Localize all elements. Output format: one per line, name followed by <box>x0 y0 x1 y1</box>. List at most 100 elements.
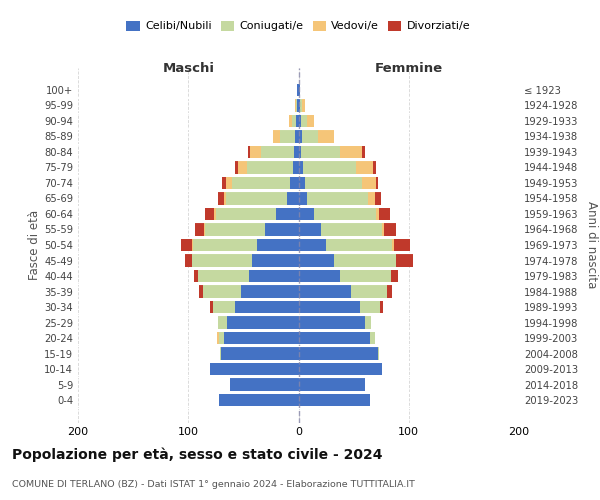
Bar <box>365 316 371 329</box>
Bar <box>235 300 299 314</box>
Bar <box>194 270 198 282</box>
Bar <box>238 161 247 174</box>
Legend: Celibi/Nubili, Coniugati/e, Vedovi/e, Divorziati/e: Celibi/Nubili, Coniugati/e, Vedovi/e, Di… <box>122 16 475 36</box>
Bar <box>299 378 365 391</box>
Bar <box>302 130 319 143</box>
Bar <box>248 146 250 158</box>
Bar <box>298 99 299 112</box>
Bar <box>295 99 296 112</box>
Bar <box>249 270 299 282</box>
Bar <box>290 176 299 190</box>
Bar <box>391 270 398 282</box>
Bar <box>334 254 395 267</box>
Bar <box>181 238 191 252</box>
Bar <box>340 146 362 158</box>
Bar <box>210 300 212 314</box>
Bar <box>219 332 224 344</box>
Bar <box>211 362 299 376</box>
Bar <box>394 238 410 252</box>
Text: Popolazione per età, sesso e stato civile - 2024: Popolazione per età, sesso e stato civil… <box>12 448 383 462</box>
Bar <box>376 208 379 220</box>
Bar <box>295 130 299 143</box>
Bar <box>373 161 376 174</box>
Bar <box>299 316 365 329</box>
Bar <box>299 347 378 360</box>
Bar <box>273 130 280 143</box>
Bar <box>299 176 305 190</box>
Bar <box>395 254 413 267</box>
Bar <box>232 176 290 190</box>
Bar <box>298 84 299 96</box>
Bar <box>379 208 390 220</box>
Bar <box>299 300 360 314</box>
Bar <box>218 192 224 205</box>
Bar <box>362 176 376 190</box>
Bar <box>360 300 380 314</box>
Bar <box>299 223 320 236</box>
Bar <box>296 99 298 112</box>
Bar <box>374 192 381 205</box>
Bar <box>392 238 394 252</box>
Y-axis label: Fasce di età: Fasce di età <box>28 210 41 280</box>
Bar <box>205 208 214 220</box>
Bar <box>191 254 252 267</box>
Bar <box>220 347 221 360</box>
Bar <box>226 176 232 190</box>
Bar <box>294 146 299 158</box>
Bar <box>362 146 365 158</box>
Bar <box>319 130 334 143</box>
Bar <box>247 161 293 174</box>
Bar <box>299 362 382 376</box>
Bar <box>252 254 299 267</box>
Bar <box>287 192 299 205</box>
Bar <box>299 192 307 205</box>
Bar <box>299 238 326 252</box>
Bar <box>226 192 287 205</box>
Bar <box>299 161 303 174</box>
Bar <box>191 238 193 252</box>
Y-axis label: Anni di nascita: Anni di nascita <box>585 202 598 288</box>
Text: Maschi: Maschi <box>162 62 214 76</box>
Bar <box>356 161 373 174</box>
Text: Femmine: Femmine <box>374 62 443 76</box>
Bar <box>230 378 299 391</box>
Bar <box>314 208 376 220</box>
Bar <box>277 208 299 220</box>
Bar <box>370 332 374 344</box>
Bar <box>193 238 257 252</box>
Bar <box>292 114 296 128</box>
Bar <box>299 254 334 267</box>
Bar <box>299 146 301 158</box>
Bar <box>257 238 299 252</box>
Bar <box>299 394 370 406</box>
Bar <box>376 176 378 190</box>
Bar <box>250 146 261 158</box>
Bar <box>380 300 383 314</box>
Bar <box>305 176 362 190</box>
Bar <box>299 285 352 298</box>
Bar <box>301 114 307 128</box>
Bar <box>307 114 314 128</box>
Bar <box>352 285 387 298</box>
Bar <box>296 114 299 128</box>
Bar <box>378 347 379 360</box>
Bar <box>368 192 374 205</box>
Bar <box>293 161 299 174</box>
Bar <box>218 316 227 329</box>
Bar <box>203 285 241 298</box>
Text: COMUNE DI TERLANO (BZ) - Dati ISTAT 1° gennaio 2024 - Elaborazione TUTTITALIA.IT: COMUNE DI TERLANO (BZ) - Dati ISTAT 1° g… <box>12 480 415 489</box>
Bar <box>214 208 216 220</box>
Bar <box>224 192 226 205</box>
Bar <box>227 316 299 329</box>
Bar <box>195 223 203 236</box>
Bar <box>216 208 277 220</box>
Bar <box>198 270 249 282</box>
Bar <box>299 114 301 128</box>
Bar <box>217 332 219 344</box>
Bar <box>261 146 294 158</box>
Bar <box>199 285 203 298</box>
Bar <box>299 130 302 143</box>
Bar <box>235 161 238 174</box>
Bar <box>299 270 340 282</box>
Bar <box>320 223 382 236</box>
